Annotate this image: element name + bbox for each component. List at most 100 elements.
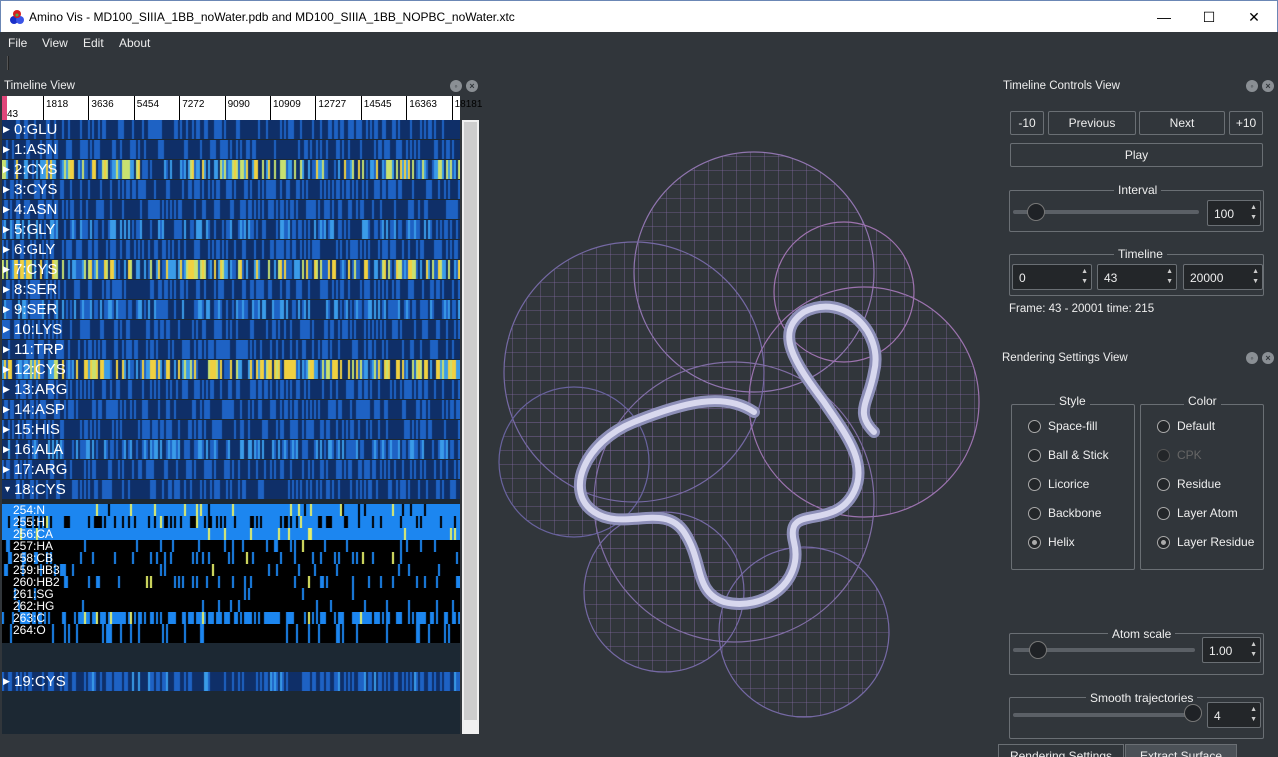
previous-button[interactable]: Previous: [1048, 111, 1136, 135]
spin-down-icon[interactable]: ▼: [1250, 651, 1257, 658]
radio-circle-icon[interactable]: [1028, 536, 1041, 549]
atom-scale-slider[interactable]: [1013, 648, 1195, 652]
atom-scale-spinbox[interactable]: 1.00 ▲ ▼: [1202, 637, 1261, 663]
residue-row[interactable]: ▶ 1:ASN: [2, 140, 460, 159]
atom-row[interactable]: 264:O: [2, 623, 460, 643]
spin-up-icon[interactable]: ▲: [1250, 706, 1257, 713]
expand-right-icon[interactable]: ▶: [3, 344, 10, 354]
radio-circle-icon[interactable]: [1157, 478, 1170, 491]
atom-scale-slider-handle[interactable]: [1029, 641, 1047, 659]
residue-row[interactable]: ▶ 7:CYS: [2, 260, 460, 279]
residue-row[interactable]: ▶ 16:ALA: [2, 440, 460, 459]
close-dock-icon[interactable]: ×: [1262, 352, 1274, 364]
timeline-cursor[interactable]: [2, 96, 7, 120]
atom-row[interactable]: 260:HB2: [2, 575, 460, 595]
residue-row[interactable]: ▶ 15:HIS: [2, 420, 460, 439]
spin-down-icon[interactable]: ▼: [1081, 278, 1088, 285]
spin-up-icon[interactable]: ▲: [1166, 268, 1173, 275]
timeline-scrollbar[interactable]: [462, 120, 479, 734]
color-radio[interactable]: Layer Residue: [1157, 535, 1267, 553]
residue-row[interactable]: ▶ 4:ASN: [2, 200, 460, 219]
radio-circle-icon[interactable]: [1028, 507, 1041, 520]
expand-right-icon[interactable]: ▶: [3, 144, 10, 154]
close-button[interactable]: ✕: [1248, 9, 1260, 25]
atom-row[interactable]: 262:HG: [2, 599, 460, 619]
expand-right-icon[interactable]: ▶: [3, 384, 10, 394]
spin-down-icon[interactable]: ▼: [1166, 278, 1173, 285]
close-dock-icon[interactable]: ×: [466, 80, 478, 92]
expand-right-icon[interactable]: ▶: [3, 184, 10, 194]
radio-circle-icon[interactable]: [1157, 507, 1170, 520]
residue-row[interactable]: ▶ 10:LYS: [2, 320, 460, 339]
expand-right-icon[interactable]: ▶: [3, 164, 10, 174]
radio-circle-icon[interactable]: [1157, 536, 1170, 549]
expand-right-icon[interactable]: ▶: [3, 444, 10, 454]
expand-right-icon[interactable]: ▶: [3, 244, 10, 254]
menu-view[interactable]: View: [42, 36, 68, 50]
residue-row[interactable]: ▶ 6:GLY: [2, 240, 460, 259]
minimize-button[interactable]: —: [1157, 9, 1171, 25]
expand-right-icon[interactable]: ▶: [3, 124, 10, 134]
residue-row[interactable]: ▶ 11:TRP: [2, 340, 460, 359]
timeline-current-spinbox[interactable]: 43 ▲ ▼: [1097, 264, 1177, 290]
radio-circle-icon[interactable]: [1157, 420, 1170, 433]
maximize-button[interactable]: ☐: [1202, 9, 1216, 25]
color-radio[interactable]: Default: [1157, 419, 1267, 437]
residue-row[interactable]: ▼ 18:CYS: [2, 480, 460, 499]
expand-right-icon[interactable]: ▶: [3, 676, 10, 686]
expand-right-icon[interactable]: ▶: [3, 264, 10, 274]
expand-right-icon[interactable]: ▶: [3, 324, 10, 334]
atom-row[interactable]: 258:CB: [2, 551, 460, 571]
style-radio[interactable]: Helix: [1028, 535, 1138, 553]
residue-row[interactable]: ▶ 2:CYS: [2, 160, 460, 179]
timeline-start-spinbox[interactable]: 0 ▲ ▼: [1012, 264, 1092, 290]
play-button[interactable]: Play: [1010, 143, 1263, 167]
spin-up-icon[interactable]: ▲: [1081, 268, 1088, 275]
spin-up-icon[interactable]: ▲: [1252, 268, 1259, 275]
atom-row[interactable]: 263:C: [2, 611, 460, 631]
interval-spinbox[interactable]: 100 ▲ ▼: [1207, 200, 1261, 226]
spin-down-icon[interactable]: ▼: [1250, 214, 1257, 221]
expand-down-icon[interactable]: ▼: [3, 484, 12, 494]
expand-right-icon[interactable]: ▶: [3, 304, 10, 314]
timeline-rows[interactable]: ▶ 0:GLU ▶ 1:ASN ▶ 2:CYS ▶ 3:CYS ▶ 4:ASN ▶ 5:GLY ▶ 6:G…: [2, 120, 460, 734]
interval-slider[interactable]: [1013, 210, 1199, 214]
toolbar-grip[interactable]: [7, 56, 9, 70]
style-radio[interactable]: Licorice: [1028, 477, 1138, 495]
expand-right-icon[interactable]: ▶: [3, 464, 10, 474]
float-icon[interactable]: ◦: [450, 80, 462, 92]
residue-row[interactable]: ▶ 13:ARG: [2, 380, 460, 399]
spin-up-icon[interactable]: ▲: [1250, 641, 1257, 648]
expand-right-icon[interactable]: ▶: [3, 204, 10, 214]
residue-row[interactable]: ▶ 5:GLY: [2, 220, 460, 239]
smooth-slider-handle[interactable]: [1184, 704, 1202, 722]
expand-right-icon[interactable]: ▶: [3, 224, 10, 234]
residue-row[interactable]: ▶ 0:GLU: [2, 120, 460, 139]
spin-up-icon[interactable]: ▲: [1250, 204, 1257, 211]
timeline-ruler[interactable]: 43 1818 3636 5454 7272 9090 10909 12727 14545 16…: [2, 96, 482, 120]
style-radio[interactable]: Backbone: [1028, 506, 1138, 524]
residue-row[interactable]: ▶ 9:SER: [2, 300, 460, 319]
interval-slider-handle[interactable]: [1027, 203, 1045, 221]
residue-row[interactable]: ▶ 3:CYS: [2, 180, 460, 199]
spin-down-icon[interactable]: ▼: [1252, 278, 1259, 285]
color-radio[interactable]: CPK: [1157, 448, 1267, 466]
expand-right-icon[interactable]: ▶: [3, 424, 10, 434]
molecule-3d-viewport[interactable]: [484, 72, 992, 757]
residue-row[interactable]: ▶ 12:CYS: [2, 360, 460, 379]
radio-circle-icon[interactable]: [1028, 478, 1041, 491]
tab-rendering-settings[interactable]: Rendering Settings View: [998, 744, 1124, 757]
float-icon[interactable]: ◦: [1246, 80, 1258, 92]
menu-about[interactable]: About: [119, 36, 151, 50]
residue-row[interactable]: ▶ 17:ARG: [2, 460, 460, 479]
minus-10-button[interactable]: -10: [1010, 111, 1044, 135]
residue-row[interactable]: ▶ 19:CYS: [2, 672, 460, 691]
atom-row[interactable]: 256:CA: [2, 527, 460, 547]
close-dock-icon[interactable]: ×: [1262, 80, 1274, 92]
atom-row[interactable]: 255:H: [2, 515, 460, 535]
smooth-spinbox[interactable]: 4 ▲ ▼: [1207, 702, 1261, 728]
plus-10-button[interactable]: +10: [1229, 111, 1263, 135]
smooth-slider[interactable]: [1013, 713, 1195, 717]
atom-row[interactable]: 261:SG: [2, 587, 460, 607]
expand-right-icon[interactable]: ▶: [3, 284, 10, 294]
